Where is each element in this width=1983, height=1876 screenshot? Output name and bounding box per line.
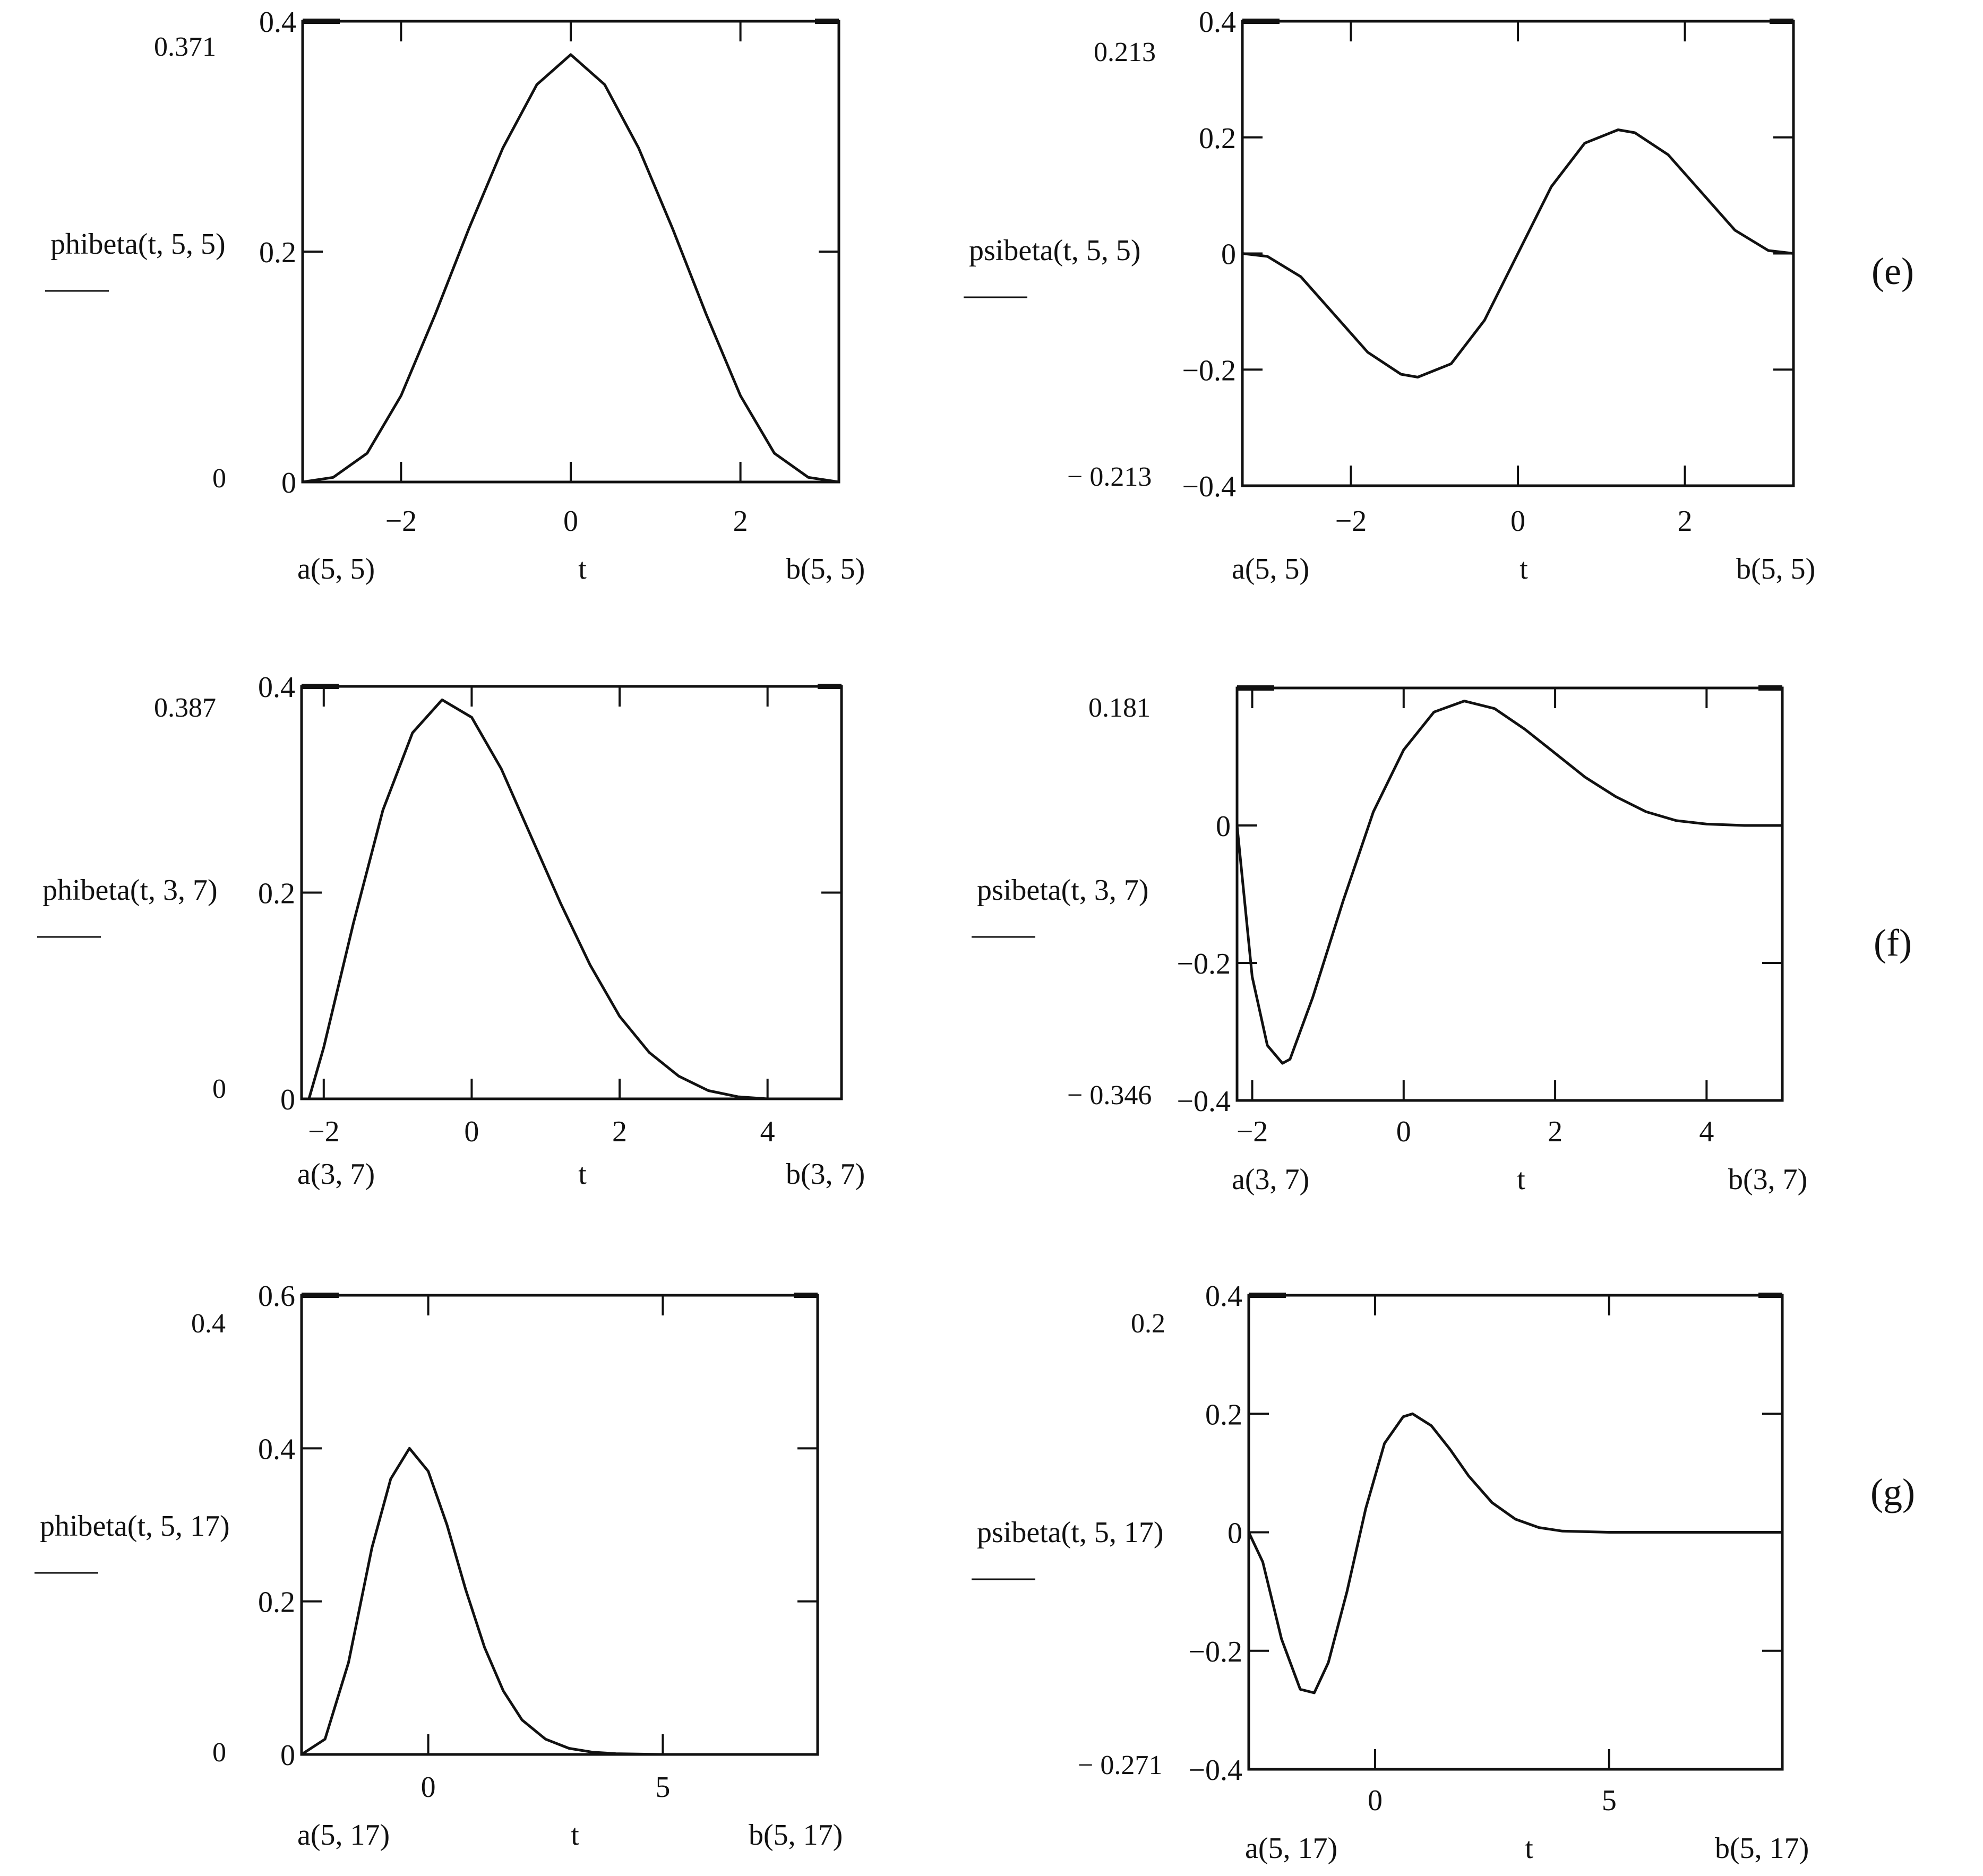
y-min-marker: 0 bbox=[212, 1737, 226, 1768]
y-axis-label: phibeta(t, 5, 17) bbox=[40, 1510, 230, 1543]
x-tick-label: 2 bbox=[1548, 1115, 1563, 1148]
y-tick-label: 0.4 bbox=[258, 671, 295, 704]
y-tick-label: 0 bbox=[1221, 238, 1236, 271]
x-tick-label: 4 bbox=[760, 1115, 775, 1148]
y-tick-label: 0 bbox=[280, 1083, 295, 1116]
x-lim-right-label: b(5, 17) bbox=[749, 1819, 843, 1852]
chart-e-left: −2 0 2 0 0.2 0.4 phibeta(t, 5, 5) 0.371 0 a(5, 5)… bbox=[45, 6, 865, 586]
x-lim-left-label: a(5, 17) bbox=[1245, 1832, 1337, 1865]
series-line bbox=[307, 698, 842, 1100]
series-line bbox=[301, 1447, 818, 1756]
y-tick-label: 0.2 bbox=[258, 877, 295, 910]
y-max-marker: 0.181 bbox=[1088, 693, 1151, 723]
y-tick-label: 0.6 bbox=[258, 1280, 295, 1313]
row-label-g: (g) bbox=[1870, 1471, 1915, 1513]
y-tick-label: 0.2 bbox=[259, 236, 296, 269]
x-lim-left-label: a(3, 7) bbox=[297, 1158, 375, 1191]
x-axis-label: t bbox=[578, 1158, 587, 1191]
series-line bbox=[1242, 128, 1794, 378]
y-tick-label: −0.4 bbox=[1177, 1085, 1231, 1118]
y-max-marker: 0.387 bbox=[154, 693, 216, 723]
y-max-marker: 0.2 bbox=[1131, 1309, 1165, 1339]
y-max-marker: 0.371 bbox=[154, 32, 216, 62]
y-axis-label: psibeta(t, 5, 5) bbox=[969, 234, 1140, 267]
y-tick-label: 0.2 bbox=[258, 1586, 295, 1619]
y-tick-label: 0 bbox=[1216, 810, 1231, 843]
series-line bbox=[302, 53, 839, 484]
y-max-marker: 0.213 bbox=[1094, 37, 1156, 67]
x-axis-label: t bbox=[1517, 1163, 1525, 1196]
series-line bbox=[1247, 1412, 1782, 1694]
x-axis-label: t bbox=[571, 1819, 579, 1852]
x-lim-right-label: b(5, 5) bbox=[786, 553, 865, 586]
x-lim-left-label: a(5, 5) bbox=[1232, 553, 1309, 586]
plot-frame bbox=[301, 20, 840, 484]
x-tick-label: 4 bbox=[1699, 1115, 1714, 1148]
x-tick-label: −2 bbox=[308, 1115, 340, 1148]
y-axis-label: psibeta(t, 3, 7) bbox=[977, 874, 1148, 907]
y-tick-label: −0.4 bbox=[1182, 470, 1236, 503]
x-lim-left-label: a(5, 17) bbox=[297, 1819, 390, 1852]
y-tick-label: −0.2 bbox=[1188, 1636, 1242, 1668]
y-axis-label: phibeta(t, 3, 7) bbox=[42, 874, 218, 907]
y-tick-label: 0.4 bbox=[1205, 1280, 1242, 1313]
plot-frame bbox=[300, 685, 843, 1100]
x-lim-right-label: b(5, 5) bbox=[1736, 553, 1815, 586]
x-tick-label: 0 bbox=[1368, 1784, 1383, 1817]
x-tick-label: 0 bbox=[1396, 1115, 1411, 1148]
x-lim-right-label: b(5, 17) bbox=[1715, 1832, 1809, 1865]
x-tick-label: 2 bbox=[733, 505, 748, 538]
chart-g-right: 0 5 −0.4 −0.2 0 0.2 0.4 psibeta(t, 5, 17) 0.2 − 0… bbox=[972, 1280, 1809, 1865]
x-axis-label: t bbox=[578, 553, 587, 586]
y-tick-label: −0.4 bbox=[1188, 1754, 1242, 1787]
y-max-marker: 0.4 bbox=[191, 1309, 226, 1339]
x-tick-label: −2 bbox=[1237, 1115, 1268, 1148]
chart-g-left: 0 5 0 0.2 0.4 0.6 phibeta(t, 5, 17) 0.4 0 a(5, 17… bbox=[35, 1280, 843, 1852]
y-tick-label: 0 bbox=[1227, 1517, 1242, 1550]
x-tick-label: 5 bbox=[655, 1771, 670, 1804]
chart-f-right: −2 0 2 4 −0.4 −0.2 0 psibeta(t, 3, 7) 0.181 − 0.3… bbox=[972, 685, 1807, 1196]
chart-e-right: −2 0 2 −0.4 −0.2 0 0.2 0.4 psibeta(t, 5, 5) 0.213… bbox=[964, 6, 1815, 586]
y-min-marker: − 0.271 bbox=[1078, 1750, 1162, 1780]
chart-f-left: −2 0 2 4 0 0.2 0.4 phibeta(t, 3, 7) 0.387 0 a(3, 7… bbox=[37, 671, 865, 1191]
x-tick-label: 0 bbox=[464, 1115, 479, 1148]
x-lim-left-label: a(5, 5) bbox=[297, 553, 375, 586]
y-tick-label: −0.2 bbox=[1177, 948, 1231, 980]
x-tick-label: 0 bbox=[563, 505, 578, 538]
y-axis-label: psibeta(t, 5, 17) bbox=[977, 1516, 1163, 1549]
x-tick-label: −2 bbox=[1335, 505, 1367, 538]
y-tick-label: 0 bbox=[280, 1739, 295, 1772]
x-lim-right-label: b(3, 7) bbox=[1728, 1163, 1807, 1196]
y-tick-label: 0.4 bbox=[258, 1433, 295, 1466]
y-tick-label: 0.2 bbox=[1199, 122, 1236, 155]
y-tick-label: 0 bbox=[281, 467, 296, 500]
plot-frame bbox=[1235, 686, 1784, 1102]
x-tick-label: 0 bbox=[1510, 505, 1525, 538]
plot-frame bbox=[300, 1294, 819, 1756]
x-tick-label: 2 bbox=[612, 1115, 627, 1148]
y-min-marker: 0 bbox=[212, 1074, 226, 1104]
y-min-marker: − 0.213 bbox=[1067, 462, 1152, 492]
row-label-e: (e) bbox=[1872, 250, 1914, 292]
y-min-marker: − 0.346 bbox=[1067, 1080, 1152, 1111]
y-tick-label: −0.2 bbox=[1182, 354, 1236, 387]
x-lim-right-label: b(3, 7) bbox=[786, 1158, 865, 1191]
y-axis-label: phibeta(t, 5, 5) bbox=[50, 228, 226, 261]
y-tick-label: 0.4 bbox=[1199, 6, 1236, 39]
y-tick-label: 0.4 bbox=[259, 6, 296, 39]
x-lim-left-label: a(3, 7) bbox=[1232, 1163, 1309, 1196]
x-tick-label: 2 bbox=[1678, 505, 1693, 538]
x-tick-label: −2 bbox=[385, 505, 417, 538]
x-axis-label: t bbox=[1520, 553, 1528, 586]
series-line bbox=[1235, 700, 1782, 1065]
row-label-f: (f) bbox=[1874, 922, 1912, 964]
x-tick-label: 5 bbox=[1602, 1784, 1617, 1817]
y-tick-label: 0.2 bbox=[1205, 1398, 1242, 1431]
x-tick-label: 0 bbox=[421, 1771, 436, 1804]
y-min-marker: 0 bbox=[212, 463, 226, 494]
x-axis-label: t bbox=[1525, 1832, 1533, 1865]
